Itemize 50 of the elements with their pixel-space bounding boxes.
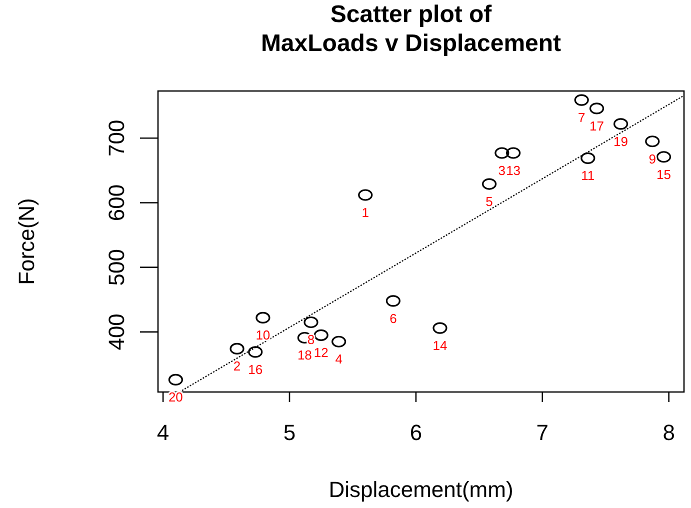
point	[332, 336, 346, 348]
annotation: 19	[614, 134, 628, 149]
y-tick-label: 500	[104, 248, 129, 286]
annotation: 13	[506, 163, 521, 178]
annotation: 4	[335, 352, 342, 367]
point	[168, 374, 183, 386]
y-tick-label: 700	[104, 120, 129, 157]
annotation: 2	[233, 358, 241, 374]
point	[645, 136, 660, 148]
y-tick-label: 400	[104, 314, 129, 350]
y-tick-label: 600	[104, 184, 129, 222]
annotation: 11	[581, 168, 595, 184]
point	[358, 189, 373, 201]
annotation: 1	[362, 204, 369, 220]
point	[580, 152, 596, 164]
annotation: 18	[297, 348, 312, 363]
point	[613, 118, 628, 130]
point	[386, 295, 400, 307]
point	[506, 147, 521, 159]
annotation: 3	[498, 163, 506, 178]
annotation: 17	[590, 118, 604, 134]
point	[248, 346, 263, 358]
point	[432, 322, 448, 334]
annotation: 12	[314, 345, 328, 360]
x-tick-label: 5	[283, 420, 296, 445]
annotation: 16	[248, 362, 263, 377]
point	[589, 102, 604, 114]
annotation: 6	[390, 310, 397, 326]
chart-title: Scatter plot of MaxLoads v Displacement	[260, 1, 562, 57]
point	[230, 342, 244, 355]
annotation: 9	[648, 151, 656, 166]
annotation: 15	[656, 166, 672, 182]
annotation: 20	[168, 390, 183, 405]
point	[314, 329, 328, 341]
x-tick-label: 6	[410, 420, 422, 445]
x-tick-label: 8	[662, 420, 675, 445]
point	[256, 312, 270, 324]
x-tick-label: 7	[536, 420, 549, 445]
point	[304, 316, 318, 328]
annotation: 5	[486, 194, 493, 210]
x-tick-label: 4	[156, 420, 170, 445]
y-axis-title: Force(N)	[14, 198, 39, 285]
point	[574, 94, 589, 106]
x-axis-title: Displacement(mm)	[328, 477, 514, 502]
annotation: 7	[578, 110, 586, 126]
point	[656, 151, 672, 163]
annotation: 14	[432, 338, 448, 354]
point	[494, 147, 510, 159]
point	[482, 178, 497, 190]
annotation: 10	[256, 328, 270, 343]
